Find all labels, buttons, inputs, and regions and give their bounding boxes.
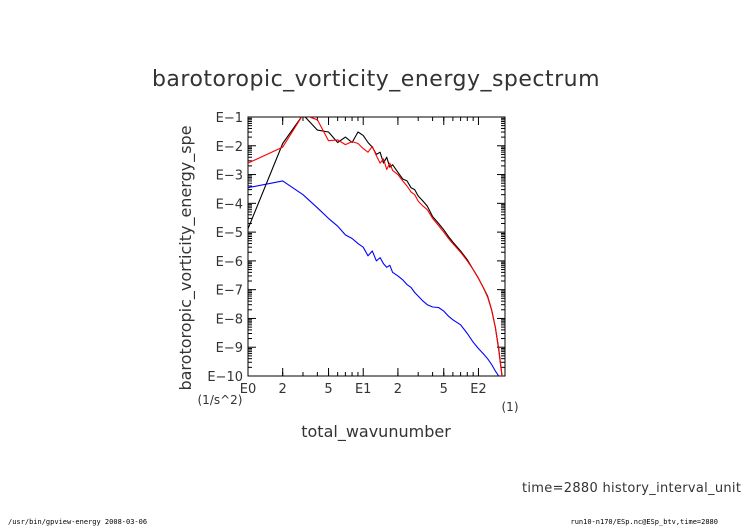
y-tick-label: E−10 xyxy=(207,370,243,385)
x-tick-label: E2 xyxy=(470,382,487,397)
y-tick-label: E−2 xyxy=(216,140,243,155)
x-axis-label: total_wavunumber xyxy=(301,422,451,442)
y-tick-label: E−7 xyxy=(216,284,243,299)
plot-frame xyxy=(247,116,506,377)
y-tick-label: E−8 xyxy=(216,312,243,327)
x-tick-label: E0 xyxy=(240,382,257,397)
y-tick-label: E−3 xyxy=(216,169,243,184)
y-axis-unit: (1/s^2) xyxy=(198,393,243,407)
series-line-1 xyxy=(248,117,503,376)
x-tick-label: E1 xyxy=(355,382,372,397)
x-axis-unit: (1) xyxy=(502,400,519,414)
series-line-2 xyxy=(248,180,500,376)
y-tick-label: E−4 xyxy=(216,197,243,212)
y-tick-label: E−9 xyxy=(216,341,243,356)
x-tick-label: 2 xyxy=(279,382,287,397)
y-axis-label: barotoropic_vorticity_energy_spe xyxy=(176,125,196,390)
x-tick-label: 5 xyxy=(440,382,448,397)
footer-source: run10-n170/ESp.nc@ESp_btv,time=2880 xyxy=(570,518,718,526)
footer-program: /usr/bin/gpview-energy 2008-03-06 xyxy=(8,518,148,526)
y-tick-label: E−5 xyxy=(216,226,243,241)
series-group xyxy=(248,117,503,376)
x-tick-label: 5 xyxy=(324,382,332,397)
x-tick-label: 2 xyxy=(394,382,402,397)
y-tick-label: E−6 xyxy=(216,255,243,270)
y-tick-label: E−1 xyxy=(216,111,243,126)
time-info: time=2880 history_interval_unit xyxy=(522,481,742,496)
chart-title: barotoropic_vorticity_energy_spectrum xyxy=(152,67,600,92)
